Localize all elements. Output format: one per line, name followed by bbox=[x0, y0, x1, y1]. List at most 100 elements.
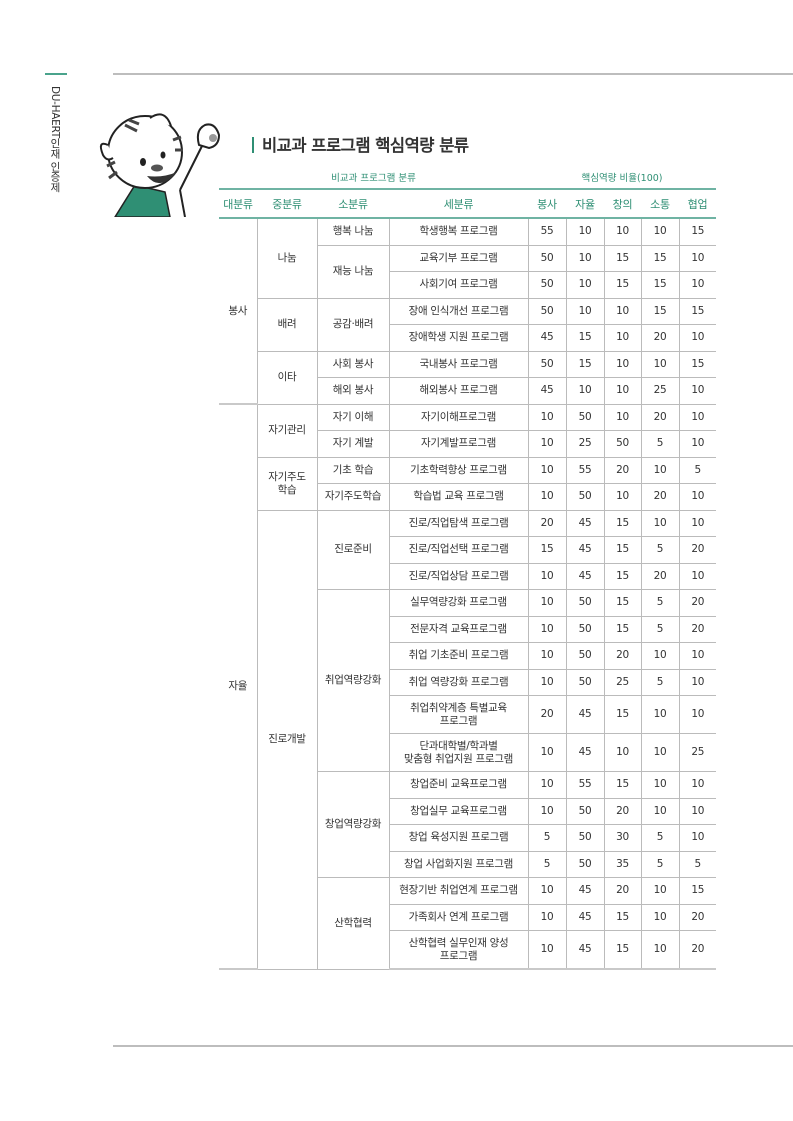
score-cell: 55 bbox=[527, 217, 567, 246]
score-cell: 20 bbox=[603, 877, 642, 905]
score-cell: 10 bbox=[640, 217, 680, 246]
score-cell: 10 bbox=[678, 271, 716, 299]
score-cell: 10 bbox=[678, 668, 716, 696]
score-cell: 15 bbox=[603, 536, 642, 564]
score-cell: 50 bbox=[565, 483, 605, 511]
minor-category-cell: 공감·배려 bbox=[316, 297, 390, 352]
score-cell: 10 bbox=[603, 403, 642, 431]
table-row: 자기 계발 자기계발프로그램 10 25 50 5 10 bbox=[219, 430, 716, 458]
minor-category-cell: 사회 봉사 bbox=[316, 350, 390, 378]
score-cell: 20 bbox=[678, 536, 716, 564]
program-name-cell: 산학협력 실무인재 양성 프로그램 bbox=[389, 930, 529, 970]
program-name-cell: 기초학력향상 프로그램 bbox=[388, 456, 529, 484]
program-name-cell: 자기계발프로그램 bbox=[388, 430, 529, 458]
score-cell: 15 bbox=[640, 244, 680, 272]
program-name-cell: 해외봉사 프로그램 bbox=[388, 377, 529, 405]
score-cell: 10 bbox=[565, 217, 605, 246]
table-row: 산학협력 실무인재 양성 프로그램 10 45 15 10 20 bbox=[219, 930, 716, 970]
major-category-cell: 자율 bbox=[219, 403, 258, 970]
score-cell: 10 bbox=[565, 244, 605, 272]
score-cell: 45 bbox=[565, 509, 605, 537]
score-cell: 10 bbox=[640, 642, 680, 670]
program-name-cell: 취업취약계층 특별교육 프로그램 bbox=[389, 695, 529, 734]
score-cell: 20 bbox=[603, 797, 642, 825]
column-header: 세분류 bbox=[389, 188, 528, 219]
score-cell: 55 bbox=[565, 771, 605, 799]
table-row: 진로개발 진로준비 진로/직업탐색 프로그램 20 45 15 10 10 bbox=[219, 509, 716, 970]
table-row: 창업 육성지원 프로그램 5 50 30 5 10 bbox=[219, 824, 716, 852]
score-cell: 50 bbox=[527, 271, 567, 299]
score-cell: 50 bbox=[603, 430, 642, 458]
score-cell: 10 bbox=[527, 733, 567, 772]
score-cell: 10 bbox=[678, 642, 716, 670]
table-row: 창업 사업화지원 프로그램 5 50 35 5 5 bbox=[219, 850, 716, 878]
score-cell: 15 bbox=[603, 509, 642, 537]
score-cell: 10 bbox=[527, 430, 567, 458]
score-cell: 20 bbox=[678, 615, 716, 643]
table-row: 취업 역량강화 프로그램 10 50 25 5 10 bbox=[219, 668, 716, 696]
table-row: 자기주도학습 학습법 교육 프로그램 10 50 10 20 10 bbox=[219, 483, 716, 511]
score-cell: 10 bbox=[640, 733, 680, 772]
score-cell: 45 bbox=[565, 562, 605, 590]
minor-category-cell: 자기 계발 bbox=[317, 430, 390, 458]
score-cell: 10 bbox=[603, 483, 642, 511]
score-cell: 30 bbox=[603, 824, 642, 852]
competency-table: 대분류 중분류 소분류 세분류 봉사 자율 창의 소통 협업 봉사 나눔 행복 나눔 학생행복 프로그… bbox=[219, 188, 716, 970]
mid-category-cell: 자기주도 학습 bbox=[257, 456, 318, 511]
table-row: 창업역량강화 창업준비 교육프로그램 10 55 15 10 10 bbox=[219, 771, 716, 878]
program-name-cell: 진로/직업탐색 프로그램 bbox=[388, 509, 529, 537]
table-row: 취업취약계층 특별교육 프로그램 20 45 15 10 10 bbox=[219, 695, 716, 734]
score-cell: 25 bbox=[603, 668, 642, 696]
mid-category-cell: 이타 bbox=[257, 350, 318, 405]
score-cell: 15 bbox=[527, 536, 567, 564]
score-cell: 15 bbox=[678, 297, 716, 325]
column-header: 창의 bbox=[604, 188, 641, 219]
score-cell: 10 bbox=[640, 771, 680, 799]
score-cell: 10 bbox=[603, 377, 642, 405]
minor-category-cell: 자기주도학습 bbox=[317, 483, 390, 511]
score-cell: 10 bbox=[640, 350, 680, 378]
score-cell: 10 bbox=[527, 797, 567, 825]
minor-category-cell: 취업역량강화 bbox=[317, 589, 390, 772]
score-cell: 10 bbox=[603, 324, 642, 352]
score-cell: 20 bbox=[640, 324, 680, 352]
table-row: 사회기여 프로그램 50 10 15 15 10 bbox=[219, 271, 716, 299]
column-header: 봉사 bbox=[528, 188, 566, 219]
score-cell: 10 bbox=[527, 668, 567, 696]
score-cell: 50 bbox=[565, 850, 605, 878]
minor-category-cell: 진로준비 bbox=[316, 509, 390, 590]
score-cell: 20 bbox=[678, 903, 716, 931]
score-cell: 15 bbox=[603, 271, 642, 299]
score-cell: 50 bbox=[565, 615, 605, 643]
score-cell: 50 bbox=[527, 297, 567, 325]
program-name-cell: 진로/직업상담 프로그램 bbox=[389, 562, 529, 590]
program-name-cell: 취업 기초준비 프로그램 bbox=[389, 642, 529, 670]
score-cell: 10 bbox=[678, 244, 716, 272]
score-cell: 5 bbox=[640, 824, 680, 852]
score-cell: 10 bbox=[640, 797, 680, 825]
bottom-divider bbox=[113, 1045, 793, 1047]
score-cell: 55 bbox=[565, 456, 605, 484]
score-cell: 10 bbox=[565, 297, 605, 325]
score-cell: 20 bbox=[640, 562, 680, 590]
minor-category-cell: 산학협력 bbox=[317, 877, 390, 970]
score-cell: 20 bbox=[640, 403, 680, 431]
program-name-cell: 현장기반 취업연계 프로그램 bbox=[388, 877, 529, 905]
score-cell: 10 bbox=[527, 771, 567, 799]
mid-category-cell: 진로개발 bbox=[257, 509, 318, 970]
score-cell: 15 bbox=[603, 615, 642, 643]
minor-category-cell: 행복 나눔 bbox=[316, 217, 390, 246]
score-cell: 10 bbox=[678, 797, 716, 825]
column-header: 중분류 bbox=[257, 188, 317, 219]
score-cell: 10 bbox=[527, 615, 567, 643]
program-name-cell: 진로/직업선택 프로그램 bbox=[389, 536, 529, 564]
score-cell: 5 bbox=[527, 824, 567, 852]
mid-category-cell: 나눔 bbox=[256, 217, 318, 299]
table-row: 자기주도 학습 기초 학습 기초학력향상 프로그램 10 55 20 10 5 bbox=[219, 456, 716, 511]
column-header: 대분류 bbox=[219, 188, 257, 219]
minor-category-cell: 해외 봉사 bbox=[317, 377, 390, 405]
score-cell: 10 bbox=[603, 350, 642, 378]
program-name-cell: 교육기부 프로그램 bbox=[388, 244, 529, 272]
table-row: 배려 공감·배려 장애 인식개선 프로그램 50 10 10 15 15 bbox=[219, 297, 716, 352]
program-name-cell: 사회기여 프로그램 bbox=[389, 271, 529, 299]
